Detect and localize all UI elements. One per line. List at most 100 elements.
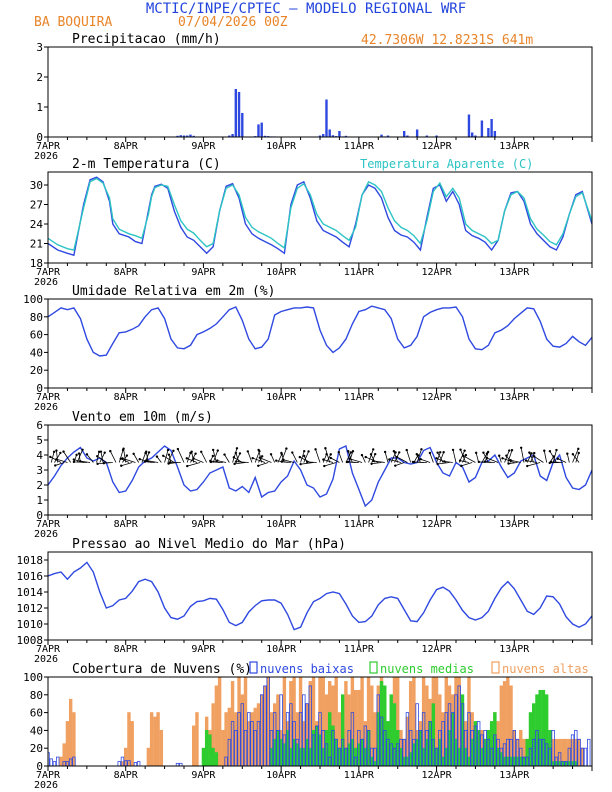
wind-arrow [123,448,127,463]
legend-nuvens-baixas: nuvens baixas [260,662,354,676]
x-day-label: 8APR [114,644,139,655]
wind-arrow [543,450,548,463]
wind-arrow [349,458,363,463]
wind-arrow-head [305,460,309,464]
y-tick-label: 5 [36,434,43,447]
wind-arrow [550,461,563,463]
cloud-bar-nuvens-baixas [544,743,549,766]
cloud-bar-nuvens-altas [62,743,66,766]
wind-arrow-head [439,451,442,454]
wind-arrow [347,461,359,463]
wind-arrow [361,454,366,463]
x-year-label: 2026 [34,277,58,288]
cloud-bar-nuvens-baixas [551,730,555,766]
wind-arrow-head [257,448,260,452]
wind-arrow-head [373,452,377,456]
panel-umidade: 0 20 40 60 80 100 7APR 8APR 9APR 10APR 11APR 12APR 1… [23,284,593,413]
wind-arrow [254,451,260,463]
cloud-bar-nuvens-altas [396,677,400,766]
cloud-bar-nuvens-baixas [557,752,562,766]
wind-arrow-head [166,448,170,452]
y-tick-label: 6 [36,419,43,432]
cloud-bar-nuvens-medias [211,747,215,766]
wind-arrow-head [571,453,575,456]
wind-arrow [300,462,314,465]
wind-arrow [461,462,473,467]
cloud-bar-nuvens-baixas [289,703,293,766]
wind-arrow [348,451,354,463]
cloud-bar-nuvens-baixas [580,747,584,766]
wind-arrow [186,457,198,463]
wind-arrow [416,449,422,463]
panel-frame [47,46,593,138]
x-day-label: 13APR [499,392,530,403]
cloud-bar-nuvens-altas [124,747,128,766]
wind-arrow-head [322,458,325,461]
cloud-bar-nuvens-altas [195,712,199,766]
wind-arrow-head [577,447,580,451]
wind-arrow-head [477,460,481,464]
cloud-bar-nuvens-altas [68,698,73,766]
y-tick-label: 24 [30,218,44,231]
wind-arrow [168,454,172,463]
wind-arrow-head [234,451,238,455]
x-day-label: 11APR [344,644,375,655]
wind-arrow [439,452,445,463]
wind-arrow [177,448,185,463]
cloud-bar-nuvens-baixas [528,747,533,766]
y-tick-label: 2 [36,479,43,492]
precip-bar [490,119,493,137]
y-tick-label: 40 [30,724,43,737]
precip-bar [480,120,484,137]
x-year-label: 2026 [34,529,58,540]
cloud-bar-nuvens-baixas [460,703,465,766]
wind-arrow [396,456,408,463]
wind-arrow-head [269,453,273,456]
wind-arrow-head [543,449,546,452]
cloud-bar-nuvens-medias [431,703,436,766]
wind-arrow [406,449,412,463]
x-day-label: 9APR [191,392,216,403]
y-tick-label: 1010 [17,618,44,631]
x-day-label: 13APR [499,519,530,530]
wind-arrow [395,462,405,467]
cloud-bar-nuvens-baixas [389,743,393,766]
cloud-bar-nuvens-baixas [136,761,141,766]
panel-vento: 0 1 2 3 4 5 6 7APR 8APR 9APR 10APR 11APR 12APR 13APR 2… [34,410,593,540]
wind-arrow [323,459,334,463]
legend-nuvens-altas: nuvens altas [502,662,589,676]
precip-bar [186,135,189,137]
cloud-bar-nuvens-baixas [263,685,267,766]
wind-arrow-head [324,447,327,450]
plot-area [48,677,591,766]
x-day-label: 10APR [266,267,297,278]
wind-arrow-head [474,451,478,455]
cloud-bar-nuvens-baixas [366,730,371,766]
wind-arrow [236,461,249,463]
wind-arrow-head [155,455,159,458]
x-day-label: 10APR [266,141,297,152]
cloud-bar-nuvens-baixas [418,730,423,766]
y-tick-label: 1016 [17,570,44,583]
wind-arrow-head [75,453,78,457]
wind-arrow-head [462,454,465,458]
y-tick-label: 0 [36,509,43,522]
x-day-label: 8APR [114,770,139,781]
y-tick-label: 1 [36,494,43,507]
wind-arrow-head [258,456,261,459]
wind-arrow [258,456,263,463]
precip-bar [467,114,471,137]
cloud-bar-nuvens-altas [344,681,348,766]
wind-arrow [121,462,133,467]
cloud-bar-nuvens-altas [146,747,151,766]
cloud-bar-nuvens-baixas [473,725,478,766]
wind-arrow [508,462,518,464]
wind-arrow-head [167,453,171,456]
y-tick-label: 30 [30,179,43,192]
cloud-bar-nuvens-baixas [344,747,348,766]
x-day-label: 13APR [499,267,530,278]
wind-arrow [193,458,204,463]
wind-arrow [118,449,124,463]
series-line-temperatura [48,176,592,257]
